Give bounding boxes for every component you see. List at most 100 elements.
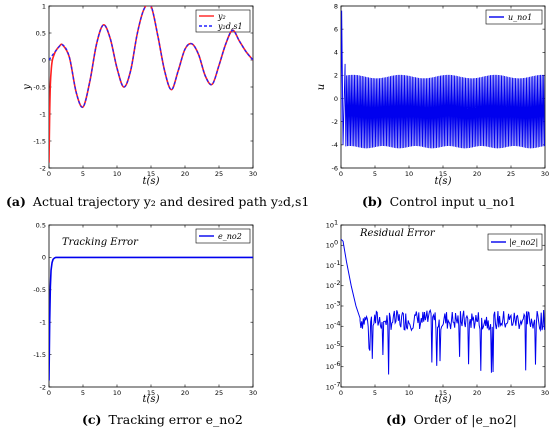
legend-box	[487, 233, 543, 251]
series-line-abs-eno2	[341, 238, 545, 375]
y-tick-label: 10	[326, 262, 334, 270]
legend-entry: y₂d,s1	[217, 22, 243, 31]
y-tick-label: -1	[40, 110, 46, 118]
panel-b: u t(s) u_no1 (b) Control input u_no1 0 5 1…	[316, 2, 549, 209]
x-tick-label: 30	[541, 170, 549, 178]
x-tick-label: 20	[473, 170, 481, 178]
panel-caption: (a) Actual trajectory y₂ and desired pat…	[6, 194, 309, 209]
legend-box	[485, 9, 543, 25]
plot-annotation: Tracking Error	[62, 237, 139, 248]
x-tick-label: 5	[81, 170, 85, 178]
panel-caption: (b) Control input u_no1	[362, 194, 516, 209]
panel-a: y t(s) y₂ y₂d,s1 (a) Actual trajectory y…	[6, 2, 309, 209]
x-tick-label: 10	[405, 389, 413, 397]
x-tick-label: 0	[339, 170, 343, 178]
x-tick-label: 25	[215, 389, 223, 397]
x-tick-label: 30	[249, 170, 257, 178]
panel-c: t(s) Tracking Error e_no2 (c) Tracking e…	[33, 221, 257, 427]
x-axis-label: t(s)	[435, 176, 452, 187]
x-tick-label: 0	[339, 389, 343, 397]
plot-frame	[48, 5, 254, 169]
x-tick-label: 20	[181, 389, 189, 397]
panel-caption: (c) Tracking error e_no2	[82, 412, 243, 427]
x-tick-label: 10	[405, 170, 413, 178]
y-tick-label: 0.5	[36, 221, 46, 229]
y-tick-exponent: -6	[334, 360, 340, 368]
series-line-eno2	[49, 256, 253, 381]
x-tick-label: 15	[147, 389, 155, 397]
y-tick-label: 8	[334, 2, 338, 10]
y-tick-exponent: -3	[334, 299, 340, 307]
plot-frame	[340, 224, 546, 388]
x-tick-label: 25	[215, 170, 223, 178]
legend-entry: e_no2	[218, 232, 242, 241]
y-tick-label: 10	[326, 363, 334, 371]
y-axis-label: y	[22, 84, 33, 91]
x-tick-label: 5	[373, 389, 377, 397]
x-axis-label: t(s)	[143, 394, 160, 405]
x-tick-label: 20	[181, 170, 189, 178]
y-tick-exponent: 1	[334, 218, 338, 226]
y-tick-label: -0.5	[33, 83, 46, 91]
legend: e_no2	[195, 228, 251, 244]
legend-box	[195, 228, 251, 244]
panel-d: t(s) Residual Error |e_no2| (d) Order of…	[326, 218, 549, 427]
y-tick-label: -2	[332, 118, 338, 126]
y-tick-exponent: 0	[334, 239, 338, 247]
x-tick-label: 15	[439, 170, 447, 178]
legend: |e_no2|	[487, 233, 543, 251]
y-tick-label: 10	[326, 242, 334, 250]
y-tick-label: -1.5	[33, 351, 46, 359]
x-axis-label: t(s)	[143, 176, 160, 187]
y-tick-label: -2	[40, 164, 46, 172]
series-line-uno1	[341, 10, 545, 149]
plot-frame	[48, 224, 254, 388]
y-tick-label: 6	[334, 25, 338, 33]
x-tick-label: 20	[473, 389, 481, 397]
y-tick-label: 0.5	[36, 29, 46, 37]
x-tick-label: 0	[47, 170, 51, 178]
y-tick-exponent: -1	[334, 259, 340, 267]
legend-entry: u_no1	[508, 13, 532, 22]
y-tick-exponent: -7	[334, 380, 340, 388]
x-tick-label: 0	[47, 389, 51, 397]
y-axis-label: u	[316, 84, 327, 90]
x-tick-label: 15	[147, 170, 155, 178]
y-tick-label: -1	[40, 319, 46, 327]
y-tick-exponent: -4	[334, 320, 340, 328]
legend-entry: |e_no2|	[509, 238, 538, 247]
y-tick-exponent: -2	[334, 279, 340, 287]
x-tick-label: 5	[81, 389, 85, 397]
x-tick-label: 25	[507, 170, 515, 178]
x-tick-label: 5	[373, 170, 377, 178]
x-tick-label: 30	[249, 389, 257, 397]
y-tick-label: 10	[326, 282, 334, 290]
y-tick-label: -2	[40, 383, 46, 391]
x-tick-label: 25	[507, 389, 515, 397]
x-tick-label: 10	[113, 170, 121, 178]
y-tick-label: 1	[42, 2, 46, 10]
y-tick-label: -1.5	[33, 137, 46, 145]
y-tick-exponent: -5	[334, 340, 340, 348]
y-tick-label: 2	[334, 72, 338, 80]
legend: u_no1	[485, 9, 543, 25]
y-tick-label: 4	[334, 49, 338, 57]
legend: y₂ y₂d,s1	[195, 9, 251, 33]
y-tick-label: 10	[326, 323, 334, 331]
panel-caption: (d) Order of |e_no2|	[386, 412, 517, 427]
x-tick-label: 15	[439, 389, 447, 397]
y-tick-label: -4	[332, 141, 338, 149]
y-tick-label: 10	[326, 221, 334, 229]
x-axis-label: t(s)	[435, 394, 452, 405]
y-tick-label: 10	[326, 383, 334, 391]
x-tick-label: 10	[113, 389, 121, 397]
y-tick-label: -6	[332, 164, 338, 172]
y-tick-label: 10	[326, 343, 334, 351]
y-tick-label: 0	[334, 95, 338, 103]
y-tick-label: 0	[42, 254, 46, 262]
y-tick-label: 10	[326, 302, 334, 310]
y-tick-label: 0	[42, 56, 46, 64]
plot-annotation: Residual Error	[359, 228, 436, 239]
x-tick-label: 30	[541, 389, 549, 397]
